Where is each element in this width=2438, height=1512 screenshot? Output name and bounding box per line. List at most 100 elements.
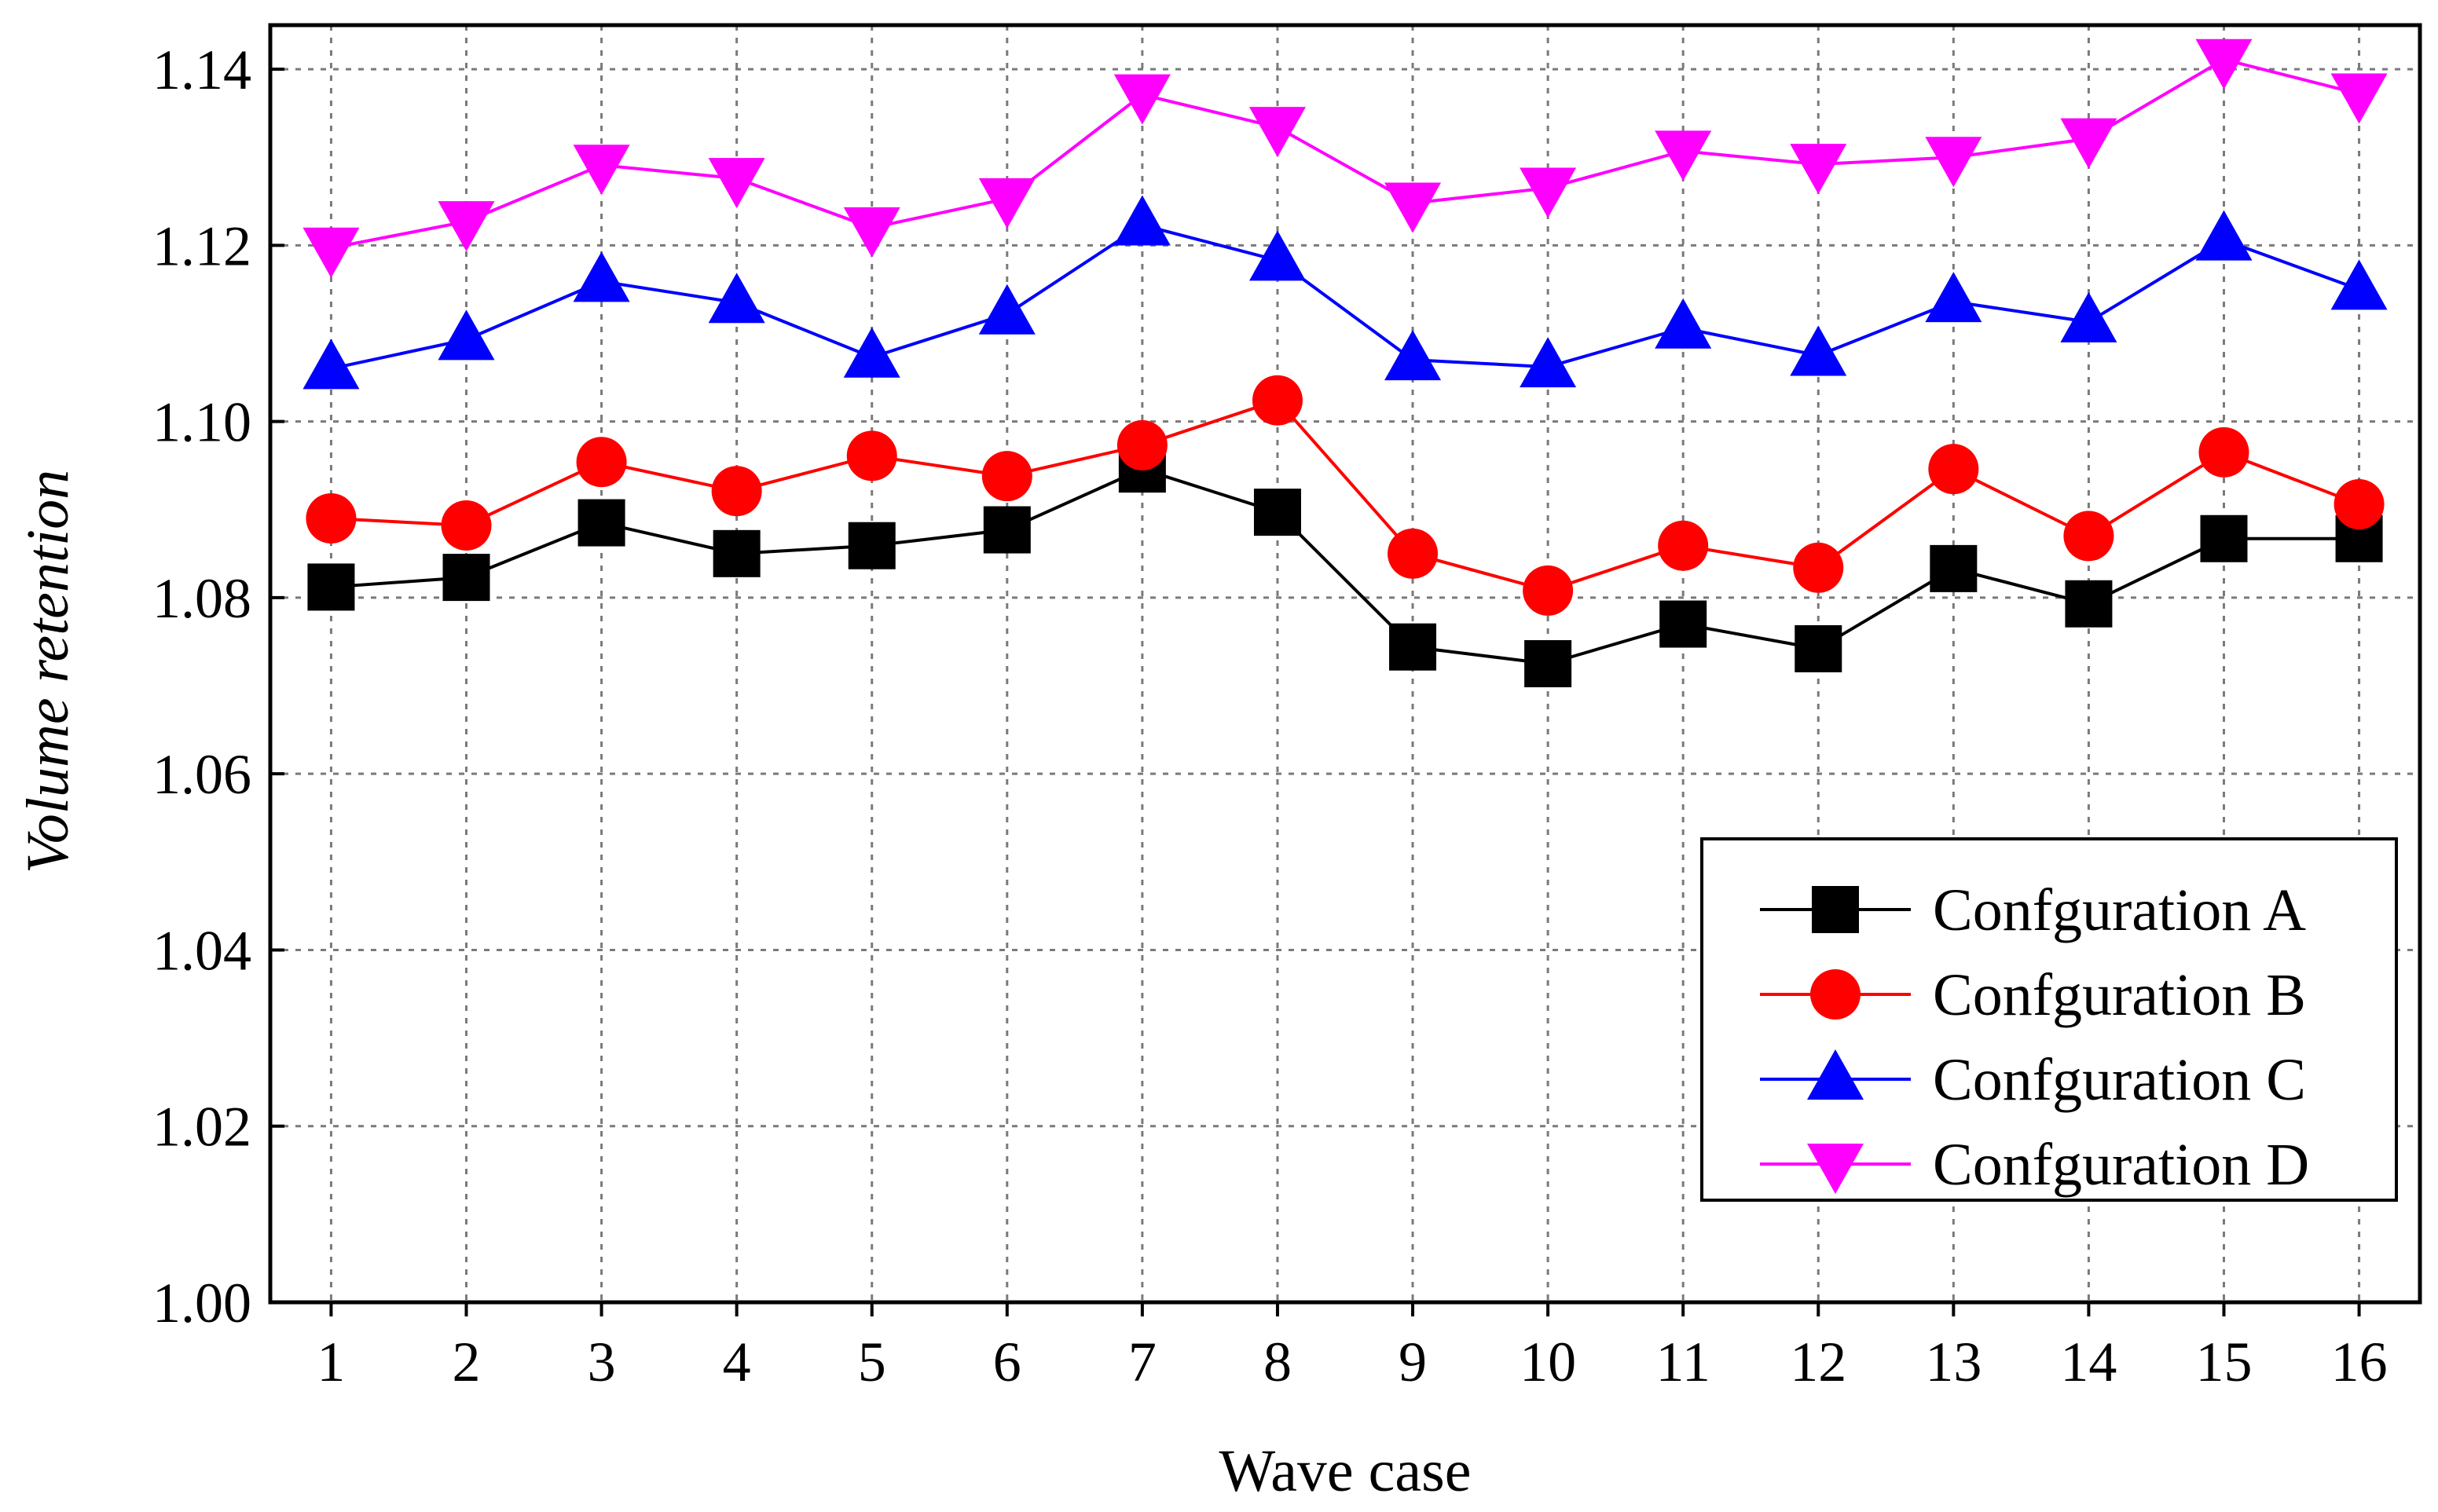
data-point bbox=[302, 339, 360, 390]
legend-item: Confguration D bbox=[1760, 1132, 2309, 1198]
legend-label: Confguration C bbox=[1933, 1047, 2306, 1113]
data-point bbox=[573, 145, 630, 196]
data-point bbox=[1384, 330, 1442, 381]
x-tick-label: 3 bbox=[588, 1331, 616, 1393]
data-point bbox=[2060, 291, 2117, 342]
y-tick-label: 1.06 bbox=[152, 743, 251, 806]
plot-frame bbox=[268, 23, 2422, 1305]
x-tick-label: 4 bbox=[723, 1331, 751, 1393]
y-tick-label: 1.04 bbox=[152, 919, 251, 982]
data-point bbox=[2060, 118, 2117, 169]
series-d bbox=[302, 38, 2388, 278]
data-point bbox=[438, 201, 495, 252]
data-point bbox=[1790, 144, 1847, 195]
data-point bbox=[2065, 580, 2113, 628]
data-point bbox=[1253, 489, 1301, 536]
data-point bbox=[1930, 544, 1978, 592]
x-tick-label: 2 bbox=[453, 1331, 481, 1393]
data-point bbox=[1523, 565, 1574, 616]
data-point bbox=[1113, 74, 1171, 125]
data-point bbox=[442, 554, 490, 602]
legend-item: Confguration C bbox=[1760, 1047, 2306, 1113]
data-point bbox=[2195, 38, 2253, 90]
data-point bbox=[843, 207, 900, 258]
data-point bbox=[2063, 511, 2114, 562]
data-point bbox=[1248, 230, 1306, 281]
data-point bbox=[1389, 623, 1437, 671]
x-tick-label: 6 bbox=[993, 1331, 1021, 1393]
data-point bbox=[1928, 444, 1979, 495]
data-point bbox=[713, 529, 761, 577]
x-tick-label: 7 bbox=[1128, 1331, 1157, 1393]
data-point bbox=[981, 451, 1032, 502]
data-point bbox=[306, 492, 357, 544]
x-tick-label: 8 bbox=[1263, 1331, 1292, 1393]
data-point bbox=[1925, 272, 1982, 323]
data-point bbox=[1248, 107, 1306, 158]
legend-marker bbox=[1807, 1049, 1864, 1100]
series-c bbox=[302, 195, 2388, 390]
data-point bbox=[2200, 514, 2248, 562]
data-point bbox=[573, 251, 630, 302]
data-point bbox=[2334, 479, 2385, 530]
x-tick-label: 16 bbox=[2331, 1331, 2388, 1393]
series-line bbox=[331, 223, 2360, 371]
x-tick-label: 5 bbox=[858, 1331, 886, 1393]
data-point bbox=[1113, 195, 1171, 246]
x-tick-label: 9 bbox=[1399, 1331, 1427, 1393]
data-point bbox=[1655, 130, 1712, 181]
data-point bbox=[848, 522, 896, 569]
data-point bbox=[708, 158, 765, 209]
data-point bbox=[1524, 640, 1572, 687]
series-line bbox=[331, 467, 2359, 666]
legend-label: Confguration D bbox=[1933, 1132, 2309, 1198]
x-tick-label: 11 bbox=[1656, 1331, 1710, 1393]
data-point bbox=[978, 284, 1036, 335]
series-b bbox=[306, 375, 2385, 616]
data-point bbox=[1795, 624, 1842, 672]
data-point bbox=[2330, 259, 2388, 310]
data-point bbox=[983, 506, 1031, 554]
data-point bbox=[2330, 73, 2388, 124]
x-tick-label: 14 bbox=[2060, 1331, 2117, 1393]
data-point bbox=[708, 273, 765, 324]
legend-label: Confguration A bbox=[1933, 877, 2306, 943]
data-point bbox=[2195, 210, 2253, 261]
data-point bbox=[978, 178, 1036, 229]
legend-marker bbox=[1807, 1144, 1864, 1194]
data-point bbox=[1790, 325, 1847, 376]
y-tick-label: 1.08 bbox=[152, 567, 251, 630]
series-line bbox=[331, 57, 2360, 250]
legend: Confguration A Confguration B Confguration… bbox=[1700, 837, 2398, 1202]
y-tick-label: 1.12 bbox=[152, 214, 251, 277]
data-point bbox=[1388, 528, 1439, 579]
data-point bbox=[846, 430, 897, 481]
tick-labels: 1.001.021.041.061.081.101.121.141 2 3 4 5 6 7 8… bbox=[152, 38, 2388, 1393]
data-point bbox=[2198, 427, 2249, 478]
x-tick-label: 1 bbox=[317, 1331, 345, 1393]
data-point bbox=[1252, 375, 1303, 426]
y-tick-label: 1.14 bbox=[152, 38, 251, 101]
legend-marker bbox=[1810, 969, 1861, 1020]
data-point bbox=[438, 309, 495, 361]
data-point bbox=[302, 227, 360, 278]
y-tick-label: 1.10 bbox=[152, 391, 251, 454]
legend-marker bbox=[1812, 886, 1859, 933]
data-point bbox=[1384, 182, 1442, 233]
data-point bbox=[1793, 542, 1844, 593]
y-tick-label: 1.00 bbox=[152, 1272, 251, 1334]
data-point bbox=[1925, 137, 1982, 188]
data-point bbox=[711, 466, 762, 517]
y-axis-title: Volume retention bbox=[15, 470, 81, 873]
y-tick-label: 1.02 bbox=[152, 1096, 251, 1159]
data-point bbox=[1520, 337, 1577, 388]
data-point bbox=[576, 437, 627, 488]
axis-ticks bbox=[270, 68, 2361, 1316]
x-axis-title: Wave case bbox=[1219, 1438, 1472, 1504]
data-point bbox=[441, 500, 492, 551]
data-point bbox=[577, 499, 625, 547]
x-tick-label: 12 bbox=[1790, 1331, 1846, 1393]
x-tick-label: 15 bbox=[2195, 1331, 2252, 1393]
x-tick-label: 13 bbox=[1925, 1331, 1982, 1393]
